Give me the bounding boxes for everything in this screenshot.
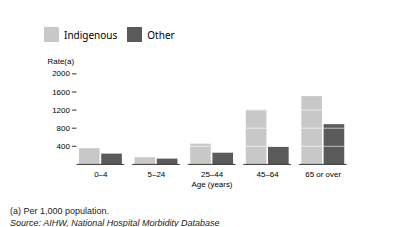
svg-text:400: 400 [57,142,71,151]
svg-text:65 or over: 65 or over [305,170,341,179]
svg-text:0–4: 0–4 [94,170,108,179]
svg-text:Age (years): Age (years) [191,180,232,189]
svg-text:5–24: 5–24 [148,170,166,179]
svg-text:1200: 1200 [52,106,70,115]
svg-text:2000: 2000 [52,69,70,78]
html-text:(a) Per 1,000 population.: (a) Per 1,000 population. [10,206,110,217]
html-text:Indigenous: Indigenous [64,27,118,42]
svg-text:45–64: 45–64 [257,170,280,179]
svg-text:25–44: 25–44 [201,170,224,179]
svg-text:1600: 1600 [52,88,70,97]
html-text:Other: Other [147,27,175,42]
svg-text:Rate(a): Rate(a) [48,57,75,66]
svg-text:800: 800 [57,124,71,133]
